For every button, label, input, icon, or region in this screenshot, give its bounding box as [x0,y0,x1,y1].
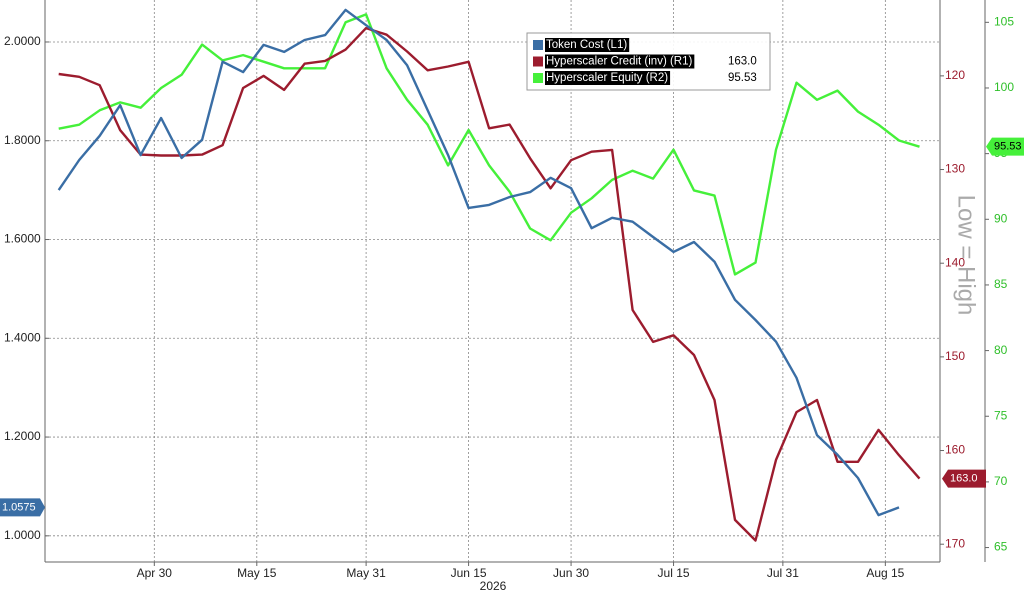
legend-swatch [533,56,543,67]
y3-tick-label: 100 [994,80,1014,94]
y2-tick-label: 130 [945,162,965,176]
y-tick-label: 1.6000 [4,232,41,246]
legend-label-bg [545,38,630,52]
y2-tick-label: 120 [945,68,965,82]
value-tag [986,137,1024,156]
legend-swatch [533,73,543,83]
x-axis-label: 2026 [480,579,507,592]
legend-swatch [533,40,543,50]
y3-tick-label: 105 [994,14,1014,28]
value-tag [942,469,986,488]
y3-tick-label: 70 [994,474,1008,488]
value-tag-label: 163.0 [950,473,978,485]
y2-tick-label: 150 [945,349,965,363]
y3-tick-label: 90 [994,211,1008,225]
y-tick-label: 1.8000 [4,133,41,147]
x-tick-label: Jul 31 [767,566,799,580]
legend-value: 95.53 [728,72,757,84]
x-tick-label: Aug 15 [866,566,904,580]
y3-tick-label: 85 [994,277,1008,291]
x-tick-label: May 31 [346,566,386,580]
x-tick-label: May 15 [237,566,277,580]
y2-tick-label: 140 [945,255,965,269]
legend-label-bg [545,54,695,69]
value-tag-label: 1.0575 [2,501,36,513]
value-tag-label: 95.53 [994,141,1022,153]
y3-tick-label: 80 [994,343,1008,357]
legend-label: Hyperscaler Equity (R2) [546,72,668,84]
legend: Token Cost (L1) Hyperscaler Credit (inv) … [526,32,771,91]
legend-label: Hyperscaler Credit (inv) (R1) [546,56,693,68]
axis-annotation: Low = High [953,195,980,316]
y-tick-label: 1.4000 [4,330,41,344]
series-line [58,13,920,276]
x-tick-label: Apr 30 [137,566,173,580]
legend-label: Token Cost (L1) [546,39,627,51]
value-tag [0,498,45,517]
y-tick-label: 2.0000 [4,34,41,48]
legend-value: 163.0 [728,56,757,68]
x-tick-label: Jun 15 [451,566,487,580]
y2-tick-label: 170 [945,536,965,550]
series-line [58,26,921,542]
series-line [57,8,900,517]
x-tick-label: Jul 15 [658,566,690,580]
x-tick-label: Jun 30 [553,566,589,580]
y2-tick-label: 160 [945,443,965,457]
y-tick-label: 1.0000 [4,528,41,542]
y3-tick-label: 75 [994,408,1008,422]
y-tick-label: 1.2000 [4,429,41,443]
legend-label-bg [545,71,671,85]
y3-tick-label: 65 [994,540,1008,554]
